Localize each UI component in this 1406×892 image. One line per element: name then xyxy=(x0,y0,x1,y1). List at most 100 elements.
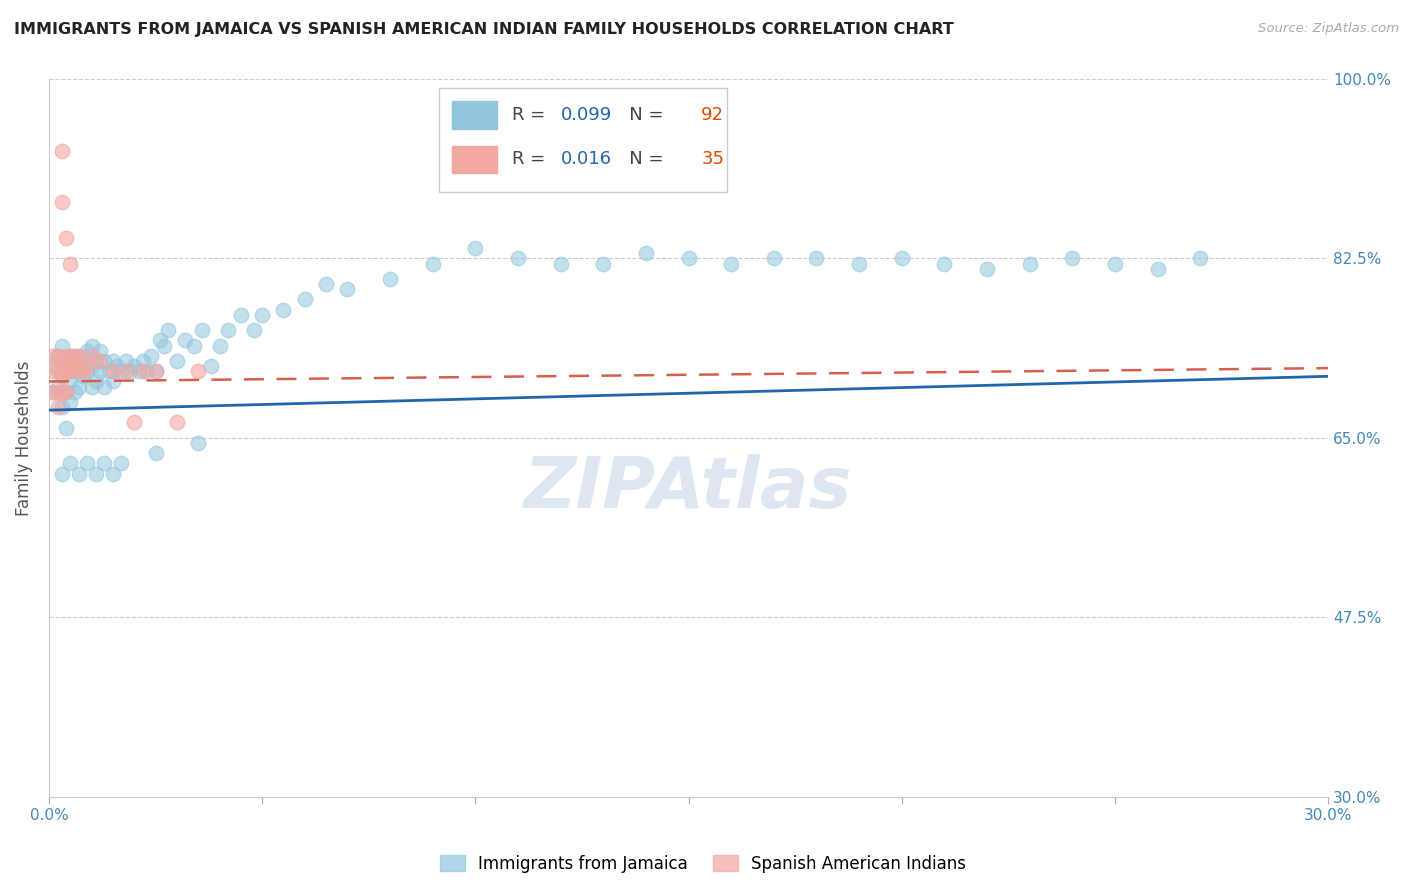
Text: 0.099: 0.099 xyxy=(561,106,612,124)
Point xyxy=(51,338,73,352)
Point xyxy=(101,467,124,481)
Point xyxy=(89,343,111,358)
Point xyxy=(128,364,150,378)
Point xyxy=(84,467,107,481)
Point xyxy=(1189,252,1212,266)
Point xyxy=(166,416,188,430)
Point xyxy=(506,252,529,266)
Point xyxy=(84,354,107,368)
Point xyxy=(76,364,98,378)
Point xyxy=(59,375,82,389)
Point xyxy=(762,252,785,266)
Point xyxy=(51,194,73,209)
Text: 92: 92 xyxy=(702,106,724,124)
Point xyxy=(63,359,86,373)
Point xyxy=(59,457,82,471)
Point xyxy=(55,364,77,378)
Point xyxy=(80,359,103,373)
Point xyxy=(89,364,111,378)
Point xyxy=(678,252,700,266)
Point xyxy=(720,256,742,270)
Point xyxy=(1146,261,1168,276)
Point xyxy=(42,384,65,399)
Point xyxy=(592,256,614,270)
Point xyxy=(200,359,222,373)
Point xyxy=(55,359,77,373)
Legend: Immigrants from Jamaica, Spanish American Indians: Immigrants from Jamaica, Spanish America… xyxy=(433,848,973,880)
Point xyxy=(72,364,94,378)
Point xyxy=(51,467,73,481)
Point xyxy=(191,323,214,337)
Point xyxy=(59,349,82,363)
Point xyxy=(187,364,209,378)
Point xyxy=(63,384,86,399)
Point xyxy=(208,338,231,352)
Point xyxy=(1104,256,1126,270)
Point xyxy=(1018,256,1040,270)
Point xyxy=(183,338,205,352)
Point xyxy=(67,467,90,481)
Point xyxy=(67,354,90,368)
Point xyxy=(46,364,69,378)
Point xyxy=(59,349,82,363)
Text: ZIPAtlas: ZIPAtlas xyxy=(524,453,853,523)
Point xyxy=(55,384,77,399)
Point xyxy=(806,252,828,266)
Point xyxy=(93,379,115,393)
Text: 0.016: 0.016 xyxy=(561,151,612,169)
Text: IMMIGRANTS FROM JAMAICA VS SPANISH AMERICAN INDIAN FAMILY HOUSEHOLDS CORRELATION: IMMIGRANTS FROM JAMAICA VS SPANISH AMERI… xyxy=(14,22,953,37)
Point xyxy=(114,354,136,368)
Point xyxy=(46,349,69,363)
Point xyxy=(93,457,115,471)
Point xyxy=(51,354,73,368)
Point xyxy=(464,241,486,255)
Point xyxy=(114,364,136,378)
Point xyxy=(250,308,273,322)
Y-axis label: Family Households: Family Households xyxy=(15,360,32,516)
Point xyxy=(848,256,870,270)
Point xyxy=(42,384,65,399)
Point xyxy=(132,364,155,378)
Point xyxy=(273,302,295,317)
Point xyxy=(59,395,82,409)
Point xyxy=(72,369,94,384)
Point xyxy=(105,359,128,373)
Point xyxy=(51,369,73,384)
Point xyxy=(149,334,172,348)
Point xyxy=(145,446,167,460)
Point xyxy=(1062,252,1084,266)
Point xyxy=(59,364,82,378)
Point xyxy=(93,354,115,368)
Point xyxy=(67,379,90,393)
FancyBboxPatch shape xyxy=(451,101,496,128)
Point xyxy=(110,364,132,378)
Point xyxy=(157,323,180,337)
Point xyxy=(67,364,90,378)
Point xyxy=(42,359,65,373)
Point xyxy=(315,277,337,291)
Point xyxy=(51,384,73,399)
Point xyxy=(72,349,94,363)
Point xyxy=(67,349,90,363)
FancyBboxPatch shape xyxy=(451,145,496,173)
Point xyxy=(153,338,176,352)
Point xyxy=(110,457,132,471)
Point xyxy=(229,308,252,322)
Point xyxy=(174,334,197,348)
Text: N =: N = xyxy=(612,106,669,124)
Point xyxy=(187,436,209,450)
Point xyxy=(42,349,65,363)
Point xyxy=(63,364,86,378)
Point xyxy=(84,375,107,389)
Text: N =: N = xyxy=(612,151,669,169)
Point xyxy=(101,354,124,368)
Point xyxy=(55,384,77,399)
Point xyxy=(122,416,145,430)
Point xyxy=(336,282,359,296)
Point xyxy=(217,323,239,337)
Point xyxy=(294,293,316,307)
Point xyxy=(55,349,77,363)
Point xyxy=(55,231,77,245)
Point xyxy=(46,400,69,414)
Point xyxy=(76,343,98,358)
